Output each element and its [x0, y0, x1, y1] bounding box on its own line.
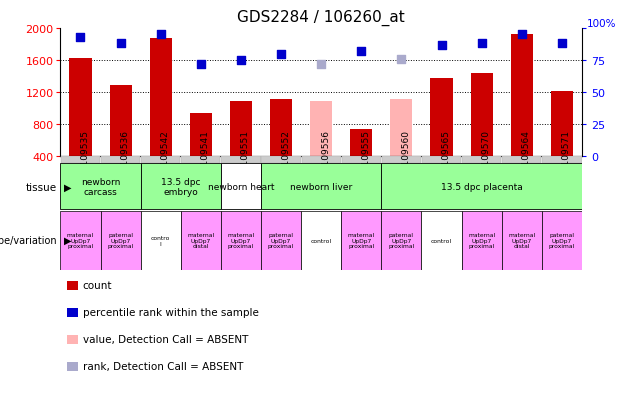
- FancyBboxPatch shape: [261, 164, 382, 210]
- Text: paternal
UpDp7
proximal: paternal UpDp7 proximal: [268, 232, 294, 249]
- Point: [316, 62, 326, 68]
- FancyBboxPatch shape: [141, 164, 221, 210]
- Bar: [190, 114, 212, 157]
- Text: paternal
UpDp7
proximal: paternal UpDp7 proximal: [549, 232, 575, 249]
- Text: GSM109551: GSM109551: [241, 130, 250, 185]
- FancyBboxPatch shape: [462, 157, 501, 163]
- Bar: [310, 102, 332, 157]
- Bar: [391, 99, 413, 157]
- FancyBboxPatch shape: [502, 211, 542, 270]
- Text: GSM109556: GSM109556: [321, 130, 330, 185]
- Text: GSM109564: GSM109564: [522, 130, 531, 185]
- FancyBboxPatch shape: [261, 211, 301, 270]
- Bar: [69, 59, 92, 157]
- Text: rank, Detection Call = ABSENT: rank, Detection Call = ABSENT: [83, 361, 243, 371]
- FancyBboxPatch shape: [60, 164, 141, 210]
- Text: ▶: ▶: [64, 182, 71, 192]
- FancyBboxPatch shape: [502, 157, 541, 163]
- FancyBboxPatch shape: [60, 211, 100, 270]
- Text: ▶: ▶: [64, 235, 71, 246]
- Text: paternal
UpDp7
proximal: paternal UpDp7 proximal: [107, 232, 134, 249]
- Text: newborn
carcass: newborn carcass: [81, 177, 120, 197]
- Text: GSM109552: GSM109552: [281, 130, 290, 185]
- Text: 100%: 100%: [587, 19, 617, 29]
- Point: [476, 41, 487, 47]
- Bar: [551, 91, 573, 157]
- Text: GSM109570: GSM109570: [481, 130, 490, 185]
- FancyBboxPatch shape: [181, 157, 221, 163]
- Text: 13.5 dpc
embryo: 13.5 dpc embryo: [161, 177, 200, 197]
- Bar: [149, 39, 172, 157]
- Point: [236, 57, 246, 64]
- FancyBboxPatch shape: [542, 211, 582, 270]
- FancyBboxPatch shape: [462, 211, 502, 270]
- Text: newborn heart: newborn heart: [208, 183, 274, 191]
- Point: [76, 35, 86, 41]
- Text: GSM109535: GSM109535: [81, 130, 90, 185]
- Text: GSM109555: GSM109555: [361, 130, 370, 185]
- Text: GSM109541: GSM109541: [201, 130, 210, 185]
- FancyBboxPatch shape: [382, 211, 422, 270]
- Text: 13.5 dpc placenta: 13.5 dpc placenta: [441, 183, 523, 191]
- FancyBboxPatch shape: [342, 157, 381, 163]
- Text: maternal
UpDp7
proximal: maternal UpDp7 proximal: [468, 232, 495, 249]
- FancyBboxPatch shape: [382, 157, 421, 163]
- Point: [156, 32, 166, 38]
- Text: GSM109571: GSM109571: [562, 130, 571, 185]
- FancyBboxPatch shape: [181, 211, 221, 270]
- Text: paternal
UpDp7
proximal: paternal UpDp7 proximal: [389, 232, 415, 249]
- Text: GSM109560: GSM109560: [401, 130, 410, 185]
- FancyBboxPatch shape: [422, 211, 462, 270]
- Text: count: count: [83, 281, 112, 291]
- FancyBboxPatch shape: [221, 164, 261, 210]
- FancyBboxPatch shape: [422, 157, 461, 163]
- Text: percentile rank within the sample: percentile rank within the sample: [83, 308, 259, 318]
- Bar: [511, 35, 533, 157]
- FancyBboxPatch shape: [301, 211, 342, 270]
- Text: GSM109542: GSM109542: [161, 130, 170, 185]
- Bar: [350, 130, 372, 157]
- Text: maternal
UpDp7
proximal: maternal UpDp7 proximal: [67, 232, 94, 249]
- FancyBboxPatch shape: [543, 157, 581, 163]
- FancyBboxPatch shape: [382, 164, 582, 210]
- FancyBboxPatch shape: [100, 211, 141, 270]
- Point: [436, 42, 446, 49]
- Point: [356, 49, 366, 55]
- Text: genotype/variation: genotype/variation: [0, 235, 57, 246]
- FancyBboxPatch shape: [342, 211, 382, 270]
- Bar: [270, 99, 292, 157]
- Point: [276, 51, 286, 58]
- FancyBboxPatch shape: [141, 211, 181, 270]
- Bar: [109, 86, 132, 157]
- FancyBboxPatch shape: [221, 157, 261, 163]
- Text: value, Detection Call = ABSENT: value, Detection Call = ABSENT: [83, 335, 248, 344]
- Text: GSM109536: GSM109536: [121, 130, 130, 185]
- Text: tissue: tissue: [26, 182, 57, 192]
- Point: [116, 41, 126, 47]
- Title: GDS2284 / 106260_at: GDS2284 / 106260_at: [237, 10, 405, 26]
- Text: GSM109565: GSM109565: [441, 130, 450, 185]
- Bar: [471, 74, 493, 157]
- FancyBboxPatch shape: [301, 157, 341, 163]
- FancyBboxPatch shape: [221, 211, 261, 270]
- Text: maternal
UpDp7
proximal: maternal UpDp7 proximal: [348, 232, 375, 249]
- Point: [556, 41, 567, 47]
- FancyBboxPatch shape: [101, 157, 141, 163]
- FancyBboxPatch shape: [141, 157, 181, 163]
- Point: [196, 62, 206, 68]
- Text: control: control: [310, 238, 332, 243]
- FancyBboxPatch shape: [61, 157, 100, 163]
- Text: contro
l: contro l: [151, 235, 170, 246]
- Text: maternal
UpDp7
distal: maternal UpDp7 distal: [187, 232, 214, 249]
- Point: [516, 32, 527, 38]
- Bar: [230, 102, 252, 157]
- Text: maternal
UpDp7
distal: maternal UpDp7 distal: [508, 232, 536, 249]
- Point: [396, 56, 406, 63]
- FancyBboxPatch shape: [261, 157, 301, 163]
- Bar: [431, 78, 453, 157]
- Text: newborn liver: newborn liver: [290, 183, 352, 191]
- Text: control: control: [431, 238, 452, 243]
- Text: maternal
UpDp7
proximal: maternal UpDp7 proximal: [228, 232, 254, 249]
